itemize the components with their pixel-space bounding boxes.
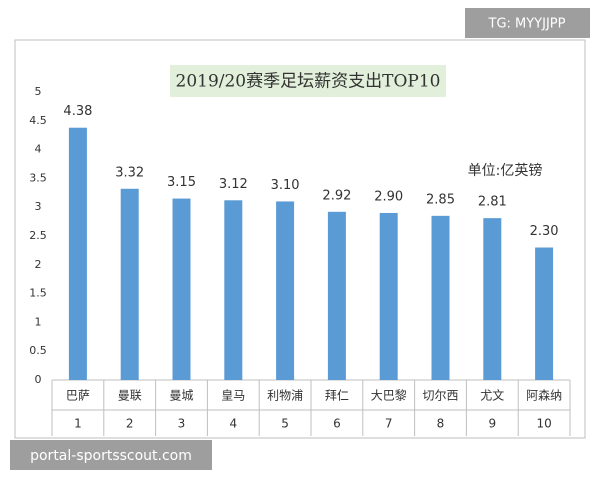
x-tick-label: 皇马 bbox=[221, 389, 245, 403]
x-tick-number: 10 bbox=[536, 417, 551, 431]
value-label: 3.10 bbox=[271, 178, 300, 193]
value-label: 3.12 bbox=[219, 177, 248, 192]
bar bbox=[327, 211, 346, 380]
chart-title: 2019/20赛季足坛薪资支出TOP10 bbox=[176, 71, 441, 92]
unit-label: 单位:亿英镑 bbox=[468, 162, 543, 179]
value-label: 2.81 bbox=[478, 195, 507, 210]
x-tick-label: 曼联 bbox=[118, 389, 142, 403]
bar bbox=[224, 200, 243, 380]
x-tick-number: 1 bbox=[74, 417, 82, 431]
y-tick-label: 1 bbox=[35, 315, 42, 328]
y-tick-label: 4.5 bbox=[29, 114, 47, 127]
title-background bbox=[170, 65, 446, 97]
y-tick-label: 0 bbox=[35, 373, 42, 386]
value-label: 2.92 bbox=[322, 188, 351, 203]
value-label: 3.32 bbox=[115, 165, 144, 180]
x-tick-number: 5 bbox=[281, 417, 289, 431]
x-tick-number: 9 bbox=[488, 417, 496, 431]
watermark-box bbox=[10, 440, 212, 470]
y-tick-label: 2.5 bbox=[29, 229, 47, 242]
x-tick-label: 切尔西 bbox=[422, 388, 458, 403]
y-tick-label: 4 bbox=[35, 143, 42, 156]
value-label: 3.15 bbox=[167, 175, 196, 190]
bar bbox=[120, 188, 139, 380]
value-label: 2.90 bbox=[374, 189, 403, 204]
x-tick-number: 6 bbox=[333, 417, 341, 431]
x-tick-number: 8 bbox=[437, 417, 445, 431]
x-tick-number: 7 bbox=[385, 417, 393, 431]
bar bbox=[431, 215, 450, 380]
y-tick-label: 5 bbox=[35, 85, 42, 98]
bar bbox=[379, 212, 398, 380]
y-tick-label: 1.5 bbox=[29, 287, 47, 300]
watermark: TG: MYYJJPP bbox=[488, 17, 566, 32]
y-tick-label: 2 bbox=[35, 258, 42, 271]
y-tick-label: 0.5 bbox=[29, 344, 47, 357]
bar bbox=[276, 201, 295, 380]
bar bbox=[68, 127, 87, 380]
x-tick-number: 2 bbox=[126, 417, 134, 431]
bar bbox=[172, 198, 191, 380]
x-tick-label: 巴萨 bbox=[66, 389, 90, 403]
watermark-box bbox=[465, 8, 590, 38]
x-tick-label: 大巴黎 bbox=[371, 389, 407, 403]
x-tick-label: 利物浦 bbox=[267, 389, 303, 403]
x-tick-number: 4 bbox=[229, 417, 237, 431]
y-tick-label: 3.5 bbox=[29, 171, 47, 184]
x-tick-label: 拜仁 bbox=[325, 389, 349, 403]
watermark: portal-sportsscout.com bbox=[30, 448, 192, 464]
x-tick-label: 曼城 bbox=[169, 389, 193, 403]
value-label: 2.85 bbox=[426, 192, 455, 207]
bar bbox=[535, 247, 554, 380]
value-label: 4.38 bbox=[63, 104, 92, 119]
y-tick-label: 3 bbox=[35, 200, 42, 213]
x-tick-number: 3 bbox=[178, 417, 186, 431]
value-label: 2.30 bbox=[530, 224, 559, 239]
x-tick-label: 尤文 bbox=[480, 388, 504, 403]
bar bbox=[483, 218, 502, 380]
x-tick-label: 阿森纳 bbox=[526, 388, 562, 403]
